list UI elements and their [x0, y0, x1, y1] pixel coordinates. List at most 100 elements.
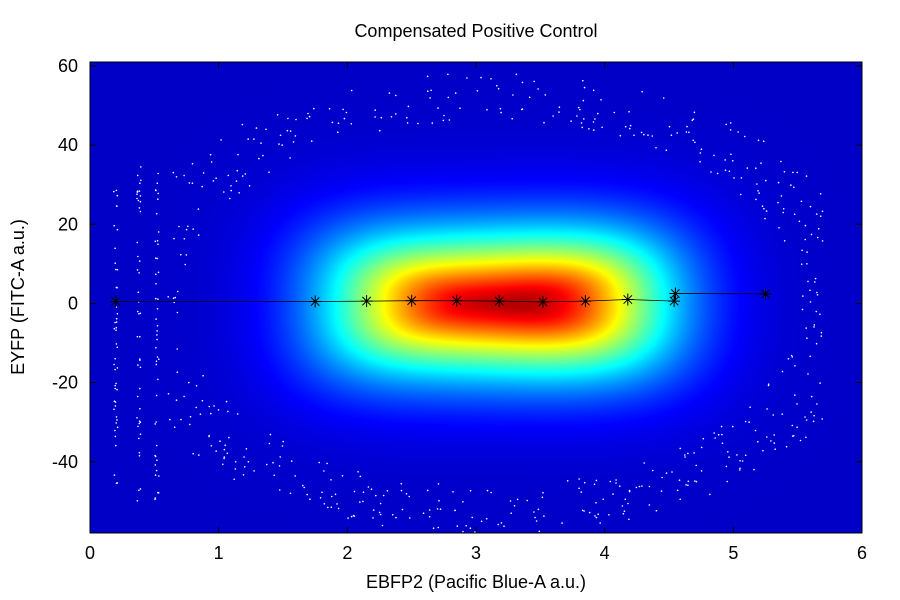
outlier-dot: [136, 335, 139, 338]
outlier-dot: [223, 457, 225, 460]
outlier-dot: [431, 122, 434, 124]
outlier-dot: [138, 207, 141, 209]
outlier-dot: [278, 465, 281, 467]
outlier-dot: [592, 89, 595, 92]
outlier-dot: [628, 110, 630, 113]
x-tick-label: 4: [600, 543, 610, 563]
outlier-dot: [780, 195, 783, 197]
outlier-dot: [139, 387, 141, 390]
outlier-dot: [174, 296, 176, 299]
outlier-dot: [790, 354, 793, 357]
outlier-dot: [183, 238, 186, 240]
outlier-dot: [541, 496, 544, 499]
outlier-dot: [490, 78, 492, 80]
outlier-dot: [330, 506, 333, 509]
outlier-dot: [583, 510, 585, 512]
outlier-dot: [401, 508, 404, 511]
outlier-dot: [156, 308, 159, 310]
outlier-dot: [172, 297, 175, 300]
outlier-dot: [155, 421, 157, 423]
outlier-dot: [724, 159, 726, 161]
outlier-dot: [816, 291, 818, 294]
outlier-dot: [770, 440, 772, 442]
outlier-dot: [816, 403, 818, 405]
outlier-dot: [217, 409, 220, 411]
outlier-dot: [116, 426, 119, 429]
outlier-dot: [228, 436, 230, 439]
outlier-dot: [139, 200, 142, 203]
outlier-dot: [647, 134, 649, 136]
outlier-dot: [115, 321, 118, 323]
outlier-dot: [155, 273, 157, 276]
outlier-dot: [188, 381, 190, 384]
outlier-dot: [497, 87, 500, 90]
outlier-dot: [245, 448, 248, 450]
x-tick-label: 6: [857, 543, 867, 563]
outlier-dot: [790, 184, 792, 186]
outlier-dot: [172, 171, 175, 174]
chart-title: Compensated Positive Control: [354, 21, 597, 41]
outlier-dot: [819, 193, 822, 195]
outlier-dot: [799, 439, 802, 442]
outlier-dot: [791, 356, 794, 358]
outlier-dot: [330, 495, 333, 498]
outlier-dot: [176, 290, 179, 293]
outlier-dot: [323, 470, 325, 472]
outlier-dot: [810, 411, 812, 413]
outlier-dot: [774, 448, 776, 451]
outlier-dot: [115, 444, 117, 447]
outlier-dot: [201, 185, 203, 188]
outlier-dot: [815, 342, 818, 345]
outlier-dot: [176, 371, 179, 374]
outlier-dot: [819, 215, 822, 217]
outlier-dot: [137, 310, 139, 313]
outlier-dot: [336, 503, 338, 505]
outlier-dot: [400, 489, 403, 492]
outlier-dot: [764, 217, 766, 220]
outlier-dot: [763, 207, 765, 210]
outlier-dot: [258, 157, 260, 160]
series-point: [759, 287, 772, 300]
outlier-dot: [309, 498, 311, 501]
outlier-dot: [155, 212, 158, 215]
outlier-dot: [154, 497, 157, 499]
outlier-dot: [796, 403, 798, 405]
outlier-dot: [155, 189, 157, 192]
series-point: [536, 295, 549, 308]
outlier-dot: [721, 442, 724, 445]
outlier-dot: [302, 484, 304, 487]
outlier-dot: [136, 197, 138, 200]
outlier-dot: [601, 126, 603, 129]
outlier-dot: [809, 205, 812, 208]
outlier-dot: [655, 509, 658, 512]
outlier-dot: [594, 515, 596, 517]
outlier-dot: [807, 280, 809, 283]
outlier-dot: [187, 225, 189, 228]
outlier-dot: [800, 200, 803, 203]
outlier-dot: [154, 455, 157, 458]
outlier-dot: [813, 326, 815, 328]
outlier-dot: [730, 153, 732, 156]
outlier-dot: [197, 234, 200, 236]
outlier-dot: [209, 153, 212, 156]
outlier-dot: [699, 152, 702, 154]
outlier-dot: [819, 313, 821, 316]
outlier-dot: [350, 515, 353, 518]
outlier-dot: [282, 440, 285, 443]
outlier-dot: [785, 445, 788, 448]
outlier-dot: [577, 106, 580, 109]
outlier-dot: [303, 486, 306, 489]
outlier-dot: [137, 255, 139, 258]
outlier-dot: [615, 482, 617, 484]
outlier-dot: [755, 167, 757, 169]
outlier-dot: [158, 475, 160, 477]
outlier-dot: [173, 301, 175, 304]
outlier-dot: [229, 197, 231, 200]
outlier-dot: [367, 486, 370, 488]
outlier-dot: [230, 189, 232, 192]
outlier-dot: [814, 277, 817, 280]
outlier-dot: [819, 382, 821, 384]
outlier-dot: [806, 337, 808, 340]
outlier-dot: [713, 432, 715, 434]
outlier-dot: [379, 502, 382, 505]
